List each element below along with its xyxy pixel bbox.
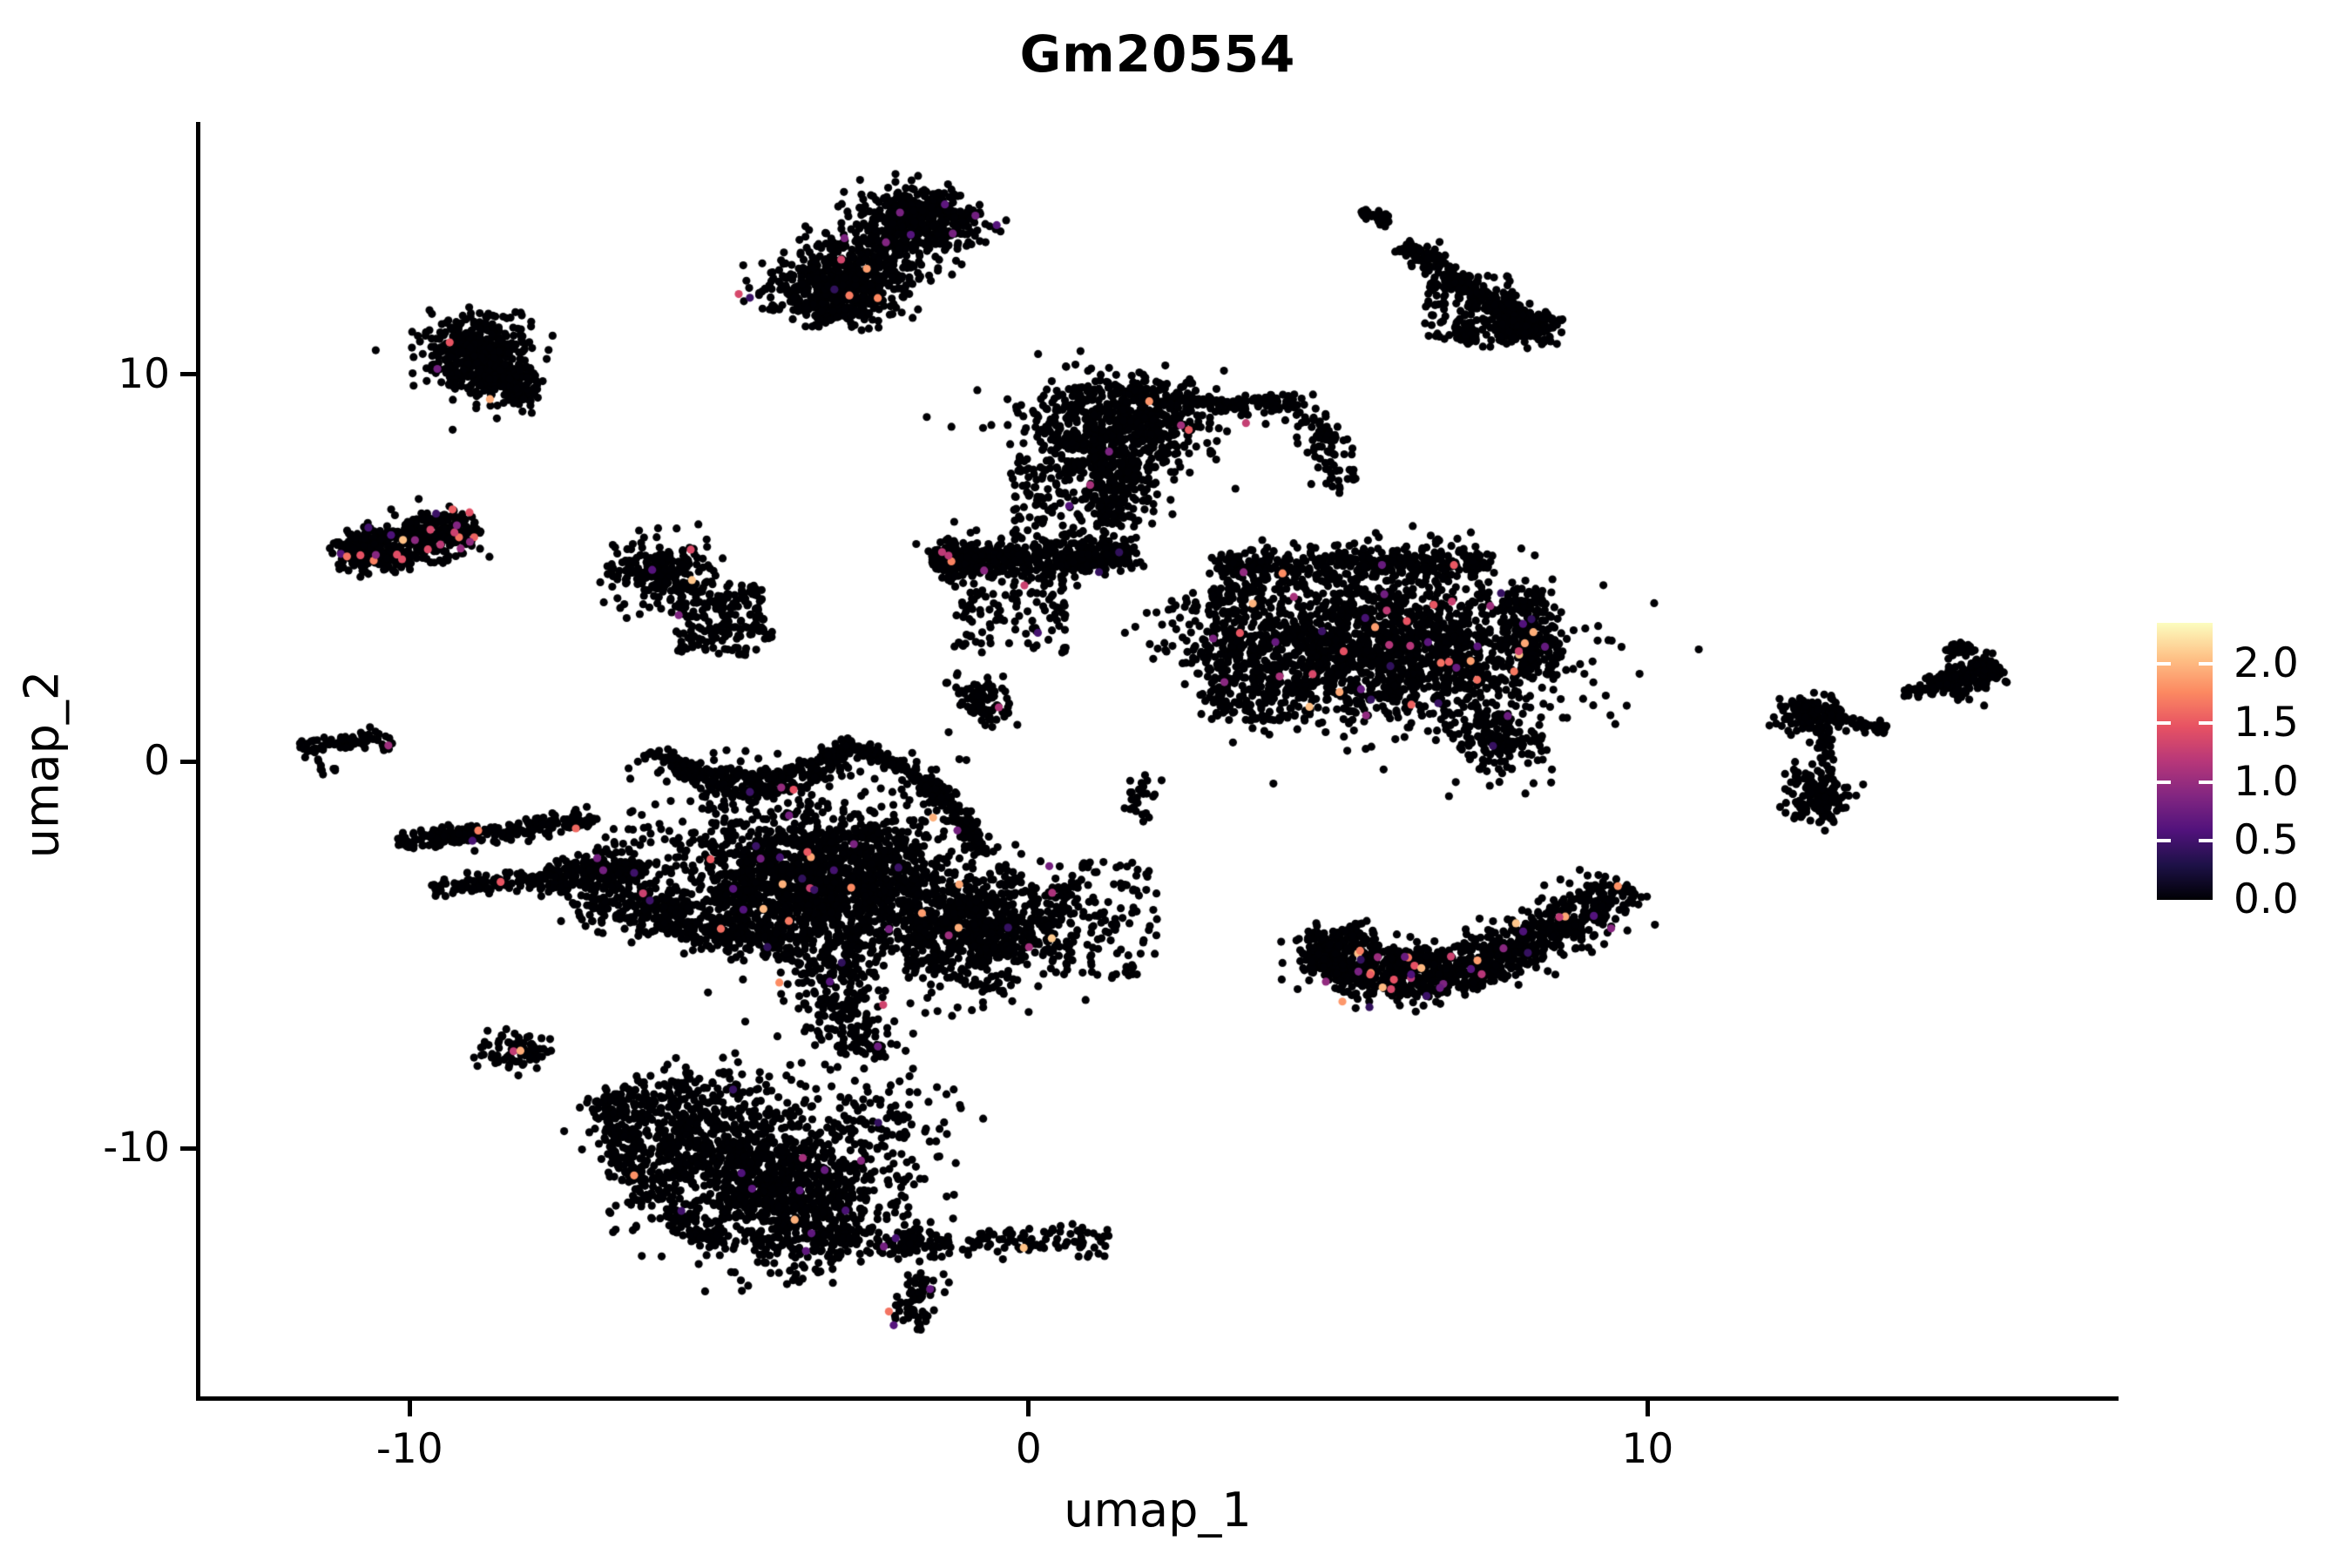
x-axis-tick <box>1026 1401 1031 1416</box>
x-axis-spine <box>196 1396 2119 1401</box>
x-axis-tick-label: 0 <box>1015 1425 1042 1473</box>
y-axis-tick-label: 0 <box>144 737 170 786</box>
colorbar-tick <box>2199 780 2213 784</box>
y-axis-spine <box>196 122 200 1401</box>
colorbar-tick-label: 0.5 <box>2234 816 2299 865</box>
colorbar-tick <box>2157 839 2171 843</box>
colorbar-tick-label: 2.0 <box>2234 639 2299 688</box>
colorbar-tick <box>2157 780 2171 784</box>
x-axis-label: umap_1 <box>1064 1483 1252 1538</box>
colorbar-tick <box>2157 662 2171 666</box>
y-axis-tick <box>180 759 196 764</box>
x-axis-tick-label: 10 <box>1621 1425 1674 1473</box>
colorbar-gradient <box>2157 623 2213 900</box>
y-axis-tick <box>180 372 196 377</box>
colorbar-tick <box>2199 662 2213 666</box>
colorbar-tick-label: 1.5 <box>2234 699 2299 747</box>
colorbar-tick-label: 1.0 <box>2234 757 2299 806</box>
y-axis-tick-label: 10 <box>118 349 170 398</box>
y-axis-tick <box>180 1146 196 1151</box>
colorbar-tick <box>2157 721 2171 726</box>
colorbar <box>2157 623 2213 900</box>
x-axis-tick <box>1645 1401 1650 1416</box>
colorbar-tick <box>2199 839 2213 843</box>
colorbar-tick <box>2199 721 2213 726</box>
plot-title: Gm20554 <box>1019 24 1296 84</box>
y-axis-tick-label: -10 <box>103 1124 170 1173</box>
x-axis-tick <box>407 1401 412 1416</box>
x-axis-tick-label: -10 <box>375 1425 443 1473</box>
colorbar-tick-label: 0.0 <box>2234 875 2299 923</box>
